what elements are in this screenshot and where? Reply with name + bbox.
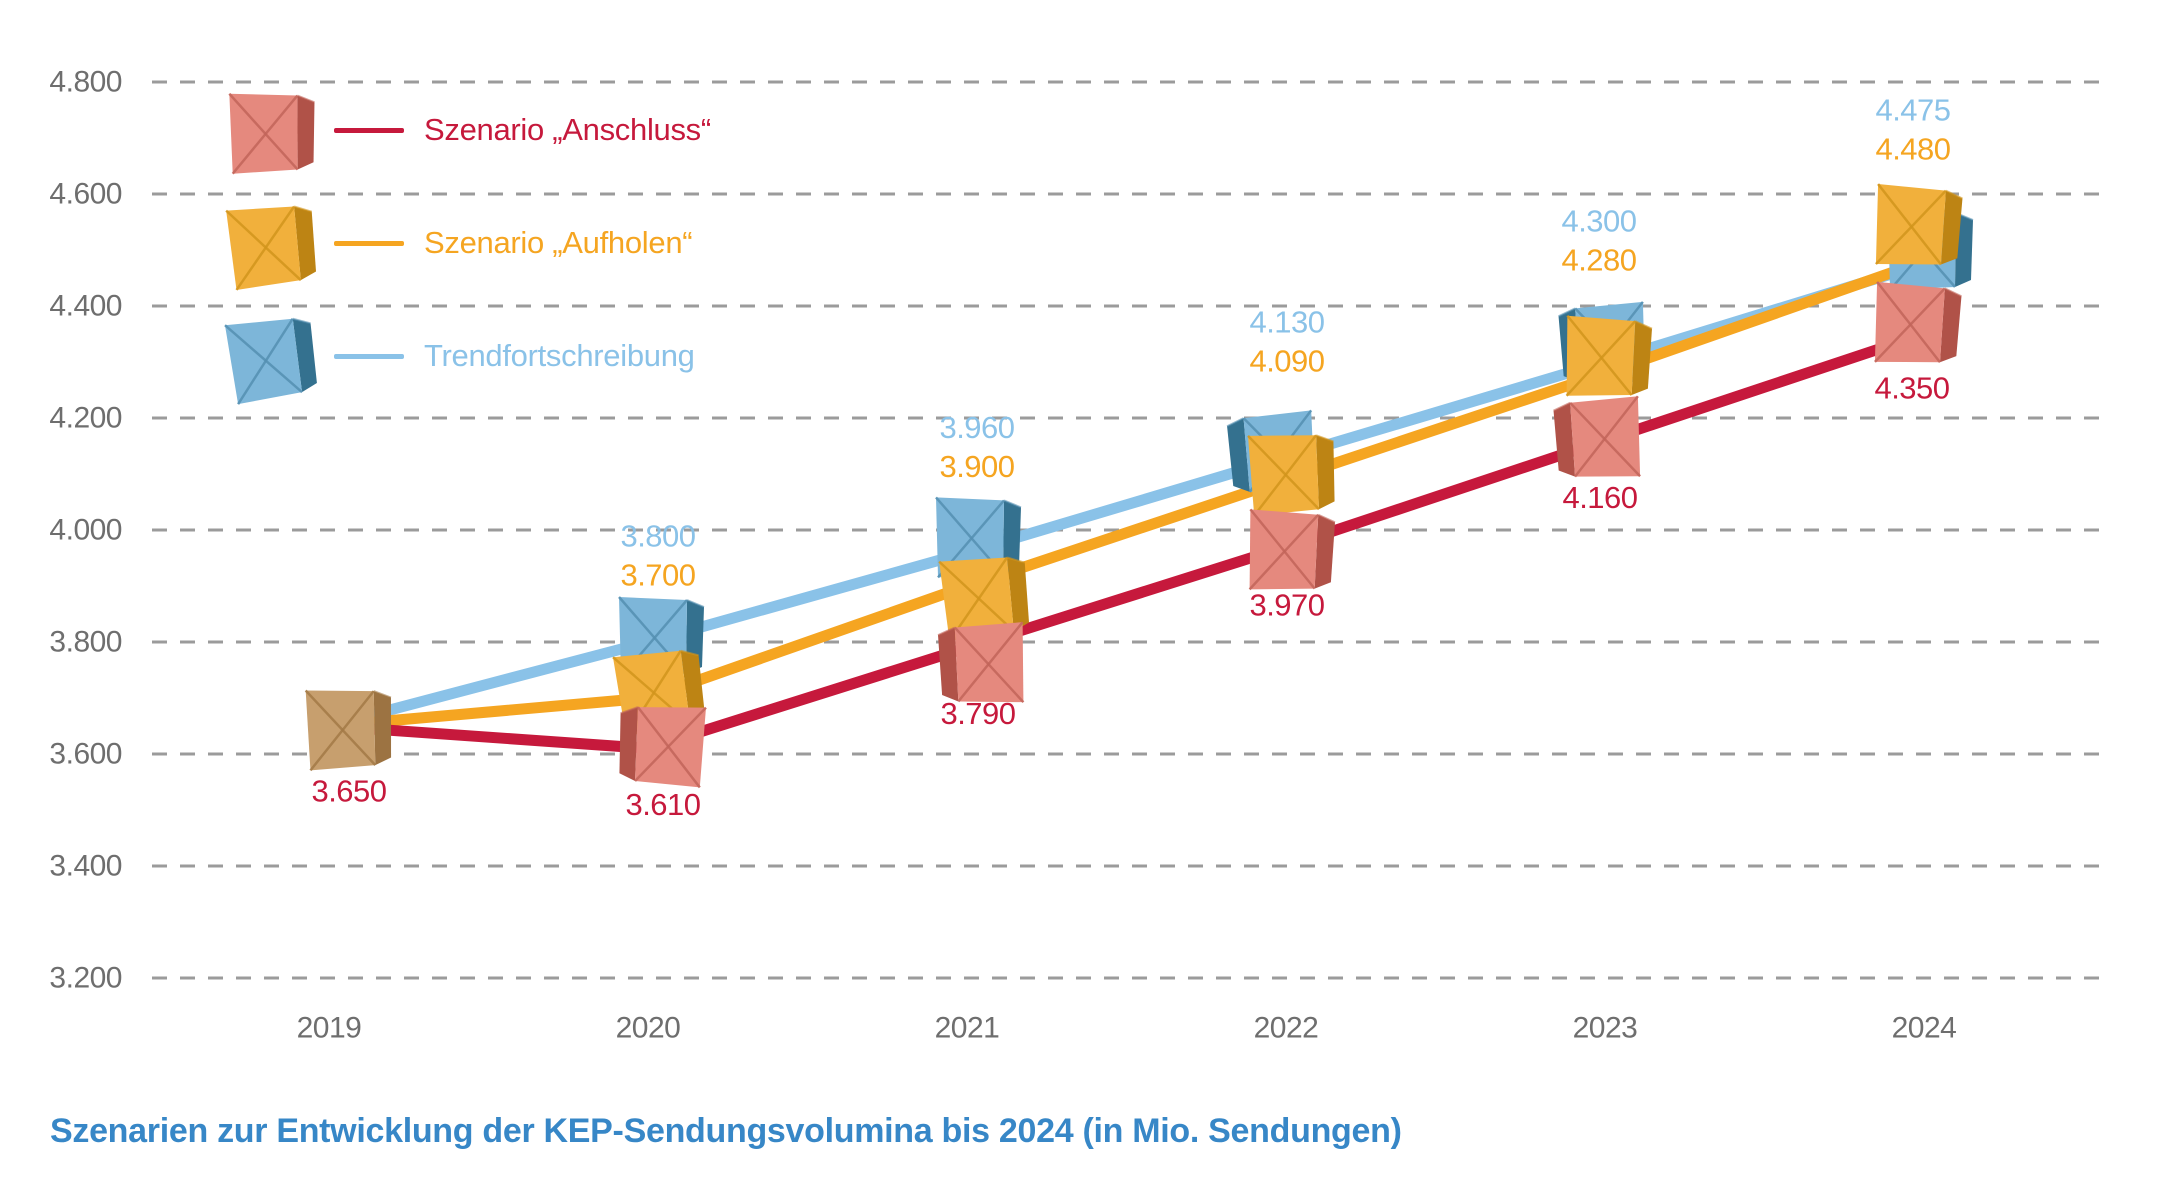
y-axis-tick-label: 4.600	[49, 178, 122, 211]
series-line-aufholen	[328, 256, 1926, 732]
parcel-box-marker-aufholen-2023	[1565, 314, 1653, 397]
parcel-box-marker-anschluss-2024	[1874, 281, 1962, 364]
x-axis-year-label: 2024	[1892, 1012, 1957, 1045]
legend-line-aufholen	[334, 240, 404, 246]
chart-caption: Szenarien zur Entwicklung der KEP-Sendun…	[50, 1112, 1402, 1150]
parcel-box-icon-yellow	[225, 205, 317, 291]
y-axis-tick-label: 3.600	[49, 738, 122, 771]
legend-line-anschluss	[334, 127, 404, 133]
legend-item-trend: Trendfortschreibung	[222, 306, 695, 406]
parcel-box-icon-yellow	[225, 205, 317, 291]
parcel-box-marker-start-2019	[304, 689, 392, 772]
y-axis-tick-label: 4.000	[49, 514, 122, 547]
data-label-trend-2023: 4.300	[1561, 204, 1636, 239]
parcel-box-marker-anschluss-2021	[937, 621, 1025, 704]
legend-label-anschluss: Szenario „Anschluss“	[424, 112, 711, 147]
legend-label-trend: Trendfortschreibung	[424, 338, 695, 373]
parcel-box-marker-anschluss-2020	[619, 706, 707, 789]
legend-item-aufholen: Szenario „Aufholen“	[222, 193, 693, 293]
data-label-start-2019: 3.650	[311, 774, 386, 809]
parcel-box-marker-aufholen-2024	[1875, 183, 1963, 266]
data-label-anschluss-2021: 3.790	[940, 696, 1015, 731]
x-axis-year-label: 2020	[616, 1012, 681, 1045]
parcel-box-marker-aufholen-2021	[938, 556, 1030, 642]
legend-line-trend	[334, 353, 404, 359]
legend-label-aufholen: Szenario „Aufholen“	[424, 225, 693, 260]
parcel-box-icon-red	[228, 92, 315, 175]
legend-item-anschluss: Szenario „Anschluss“	[222, 80, 711, 180]
series-line-anschluss	[328, 328, 1926, 754]
y-axis-tick-label: 4.200	[49, 402, 122, 435]
data-label-trend-2020: 3.800	[620, 519, 695, 554]
parcel-box-marker-aufholen-2022	[1247, 434, 1335, 517]
data-label-anschluss-2024: 4.350	[1874, 371, 1949, 406]
series-line-trend	[327, 258, 1926, 732]
data-label-aufholen-2021: 3.900	[939, 449, 1014, 484]
data-label-trend-2021: 3.960	[939, 410, 1014, 445]
parcel-box-icon-red	[228, 92, 315, 175]
parcel-box-icon-blue	[224, 317, 317, 405]
x-axis-year-label: 2022	[1254, 1012, 1319, 1045]
data-label-anschluss-2023: 4.160	[1562, 480, 1637, 515]
data-label-aufholen-2024: 4.480	[1875, 132, 1950, 167]
x-axis-year-label: 2021	[935, 1012, 1000, 1045]
parcel-box-marker-anschluss-2022	[1248, 508, 1336, 591]
y-axis-tick-label: 3.400	[49, 850, 122, 883]
parcel-box-marker-anschluss-2023	[1553, 395, 1641, 478]
data-label-aufholen-2020: 3.700	[620, 558, 695, 593]
parcel-box-marker-trend-2021	[935, 496, 1022, 579]
x-axis-year-label: 2019	[297, 1012, 362, 1045]
y-axis-tick-label: 3.800	[49, 626, 122, 659]
data-label-aufholen-2022: 4.090	[1249, 344, 1324, 379]
y-axis-tick-label: 3.200	[49, 962, 122, 995]
y-axis-tick-label: 4.400	[49, 290, 122, 323]
data-label-anschluss-2020: 3.610	[625, 787, 700, 822]
data-label-trend-2024: 4.475	[1875, 93, 1950, 128]
data-label-trend-2022: 4.130	[1249, 305, 1324, 340]
data-label-anschluss-2022: 3.970	[1249, 587, 1324, 622]
x-axis-year-label: 2023	[1573, 1012, 1638, 1045]
parcel-box-icon-blue	[224, 317, 317, 405]
data-label-aufholen-2023: 4.280	[1561, 243, 1636, 278]
y-axis-tick-label: 4.800	[49, 66, 122, 99]
